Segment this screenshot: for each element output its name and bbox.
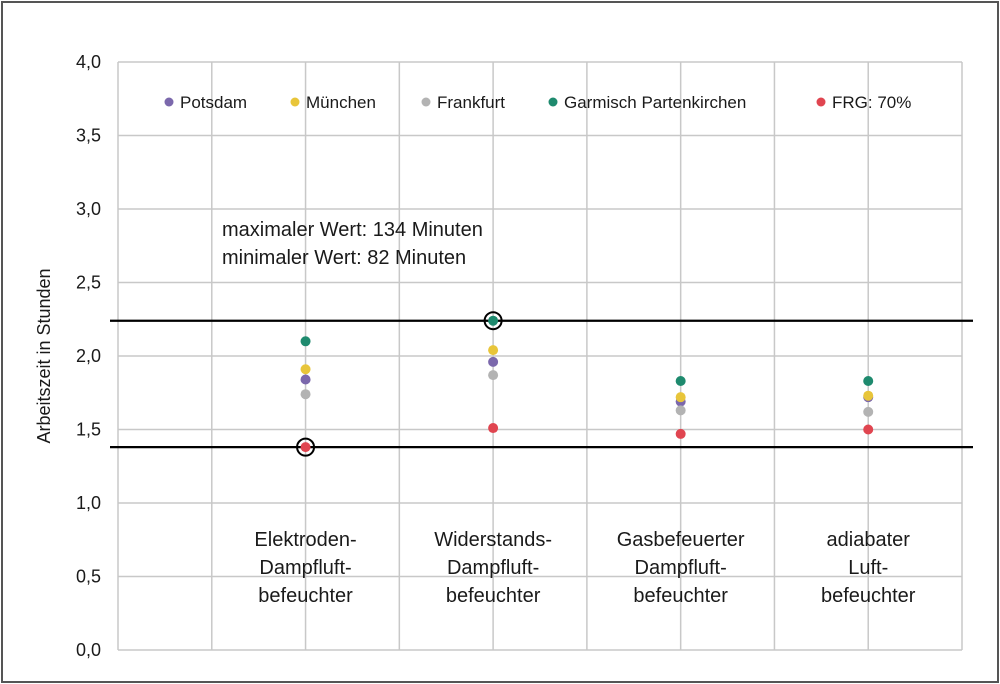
data-point	[675, 392, 686, 403]
legend-item: München	[290, 93, 376, 112]
y-axis-label: Arbeitszeit in Stunden	[34, 268, 54, 443]
annotation-text: minimaler Wert: 82 Minuten	[222, 247, 466, 269]
data-point	[488, 315, 499, 326]
category-label-line: befeuchter	[633, 585, 728, 607]
annotation-text: maximaler Wert: 134 Minuten	[222, 219, 483, 241]
category-label-line: Dampfluft-	[635, 557, 727, 579]
category-label: Elektroden- Dampfluft-befeuchter	[254, 529, 356, 607]
category-label: Gasbefeuerter Dampfluft-befeuchter	[617, 529, 745, 607]
legend-label: München	[306, 93, 376, 112]
data-point	[300, 364, 311, 375]
data-point	[488, 423, 499, 434]
category-label: adiabater Luft-befeuchter	[821, 529, 916, 607]
data-point	[863, 424, 874, 435]
category-label-line: Luft-	[848, 557, 888, 579]
legend-marker	[290, 97, 300, 107]
legend-marker	[548, 97, 558, 107]
legend-marker	[421, 97, 431, 107]
data-point	[300, 336, 311, 347]
data-point	[488, 356, 499, 367]
data-point	[488, 345, 499, 356]
legend-marker	[816, 97, 826, 107]
legend: Potsdam München Frankfurt Garmisch Partenki…	[164, 93, 911, 112]
y-tick-label: 3,0	[76, 199, 101, 219]
category-label-line: Dampfluft-	[259, 557, 351, 579]
category-label-line: adiabater	[827, 529, 911, 551]
y-tick-label: 1,0	[76, 493, 101, 513]
data-point	[300, 374, 311, 385]
y-tick-label: 1,5	[76, 420, 101, 440]
data-point	[300, 389, 311, 400]
data-point	[675, 428, 686, 439]
legend-item: FRG: 70%	[816, 93, 911, 112]
data-point	[863, 390, 874, 401]
category-label-line: Widerstands-	[434, 529, 552, 551]
y-tick-label: 0,0	[76, 640, 101, 660]
data-point	[863, 406, 874, 417]
data-point	[675, 375, 686, 386]
legend-item: Garmisch Partenkirchen	[548, 93, 746, 112]
y-tick-label: 4,0	[76, 52, 101, 72]
category-label-line: befeuchter	[446, 585, 541, 607]
category-label-line: Dampfluft-	[447, 557, 539, 579]
data-point	[300, 442, 311, 453]
y-tick-label: 2,0	[76, 346, 101, 366]
highlight-ring	[483, 311, 503, 331]
legend-label: FRG: 70%	[832, 93, 911, 112]
data-points	[296, 311, 874, 457]
legend-label: Frankfurt	[437, 93, 505, 112]
y-tick-label: 2,5	[76, 273, 101, 293]
y-tick-label: 0,5	[76, 567, 101, 587]
y-tick-labels: 0,0 0,5 1,0 1,5 2,0 2,5 3,0 3,5 4,0	[76, 52, 101, 660]
category-label-line: befeuchter	[821, 585, 916, 607]
highlight-ring	[296, 437, 316, 457]
category-label: Widerstands- Dampfluft-befeuchter	[434, 529, 552, 607]
y-tick-label: 3,5	[76, 126, 101, 146]
category-labels: Elektroden-Dampfluft-befeuchterWiderstan…	[254, 529, 915, 607]
reference-lines	[110, 319, 973, 449]
data-point	[675, 405, 686, 416]
category-label-line: Elektroden-	[254, 529, 356, 551]
legend-label: Potsdam	[180, 93, 247, 112]
annotations: maximaler Wert: 134 Minuten minimaler Wer…	[222, 219, 483, 269]
category-label-line: Gasbefeuerter	[617, 529, 745, 551]
data-point	[863, 375, 874, 386]
legend-item: Frankfurt	[421, 93, 505, 112]
legend-label: Garmisch Partenkirchen	[564, 93, 746, 112]
legend-item: Potsdam	[164, 93, 247, 112]
grid	[117, 61, 963, 651]
data-point	[488, 370, 499, 381]
category-label-line: befeuchter	[258, 585, 353, 607]
legend-marker	[164, 97, 174, 107]
